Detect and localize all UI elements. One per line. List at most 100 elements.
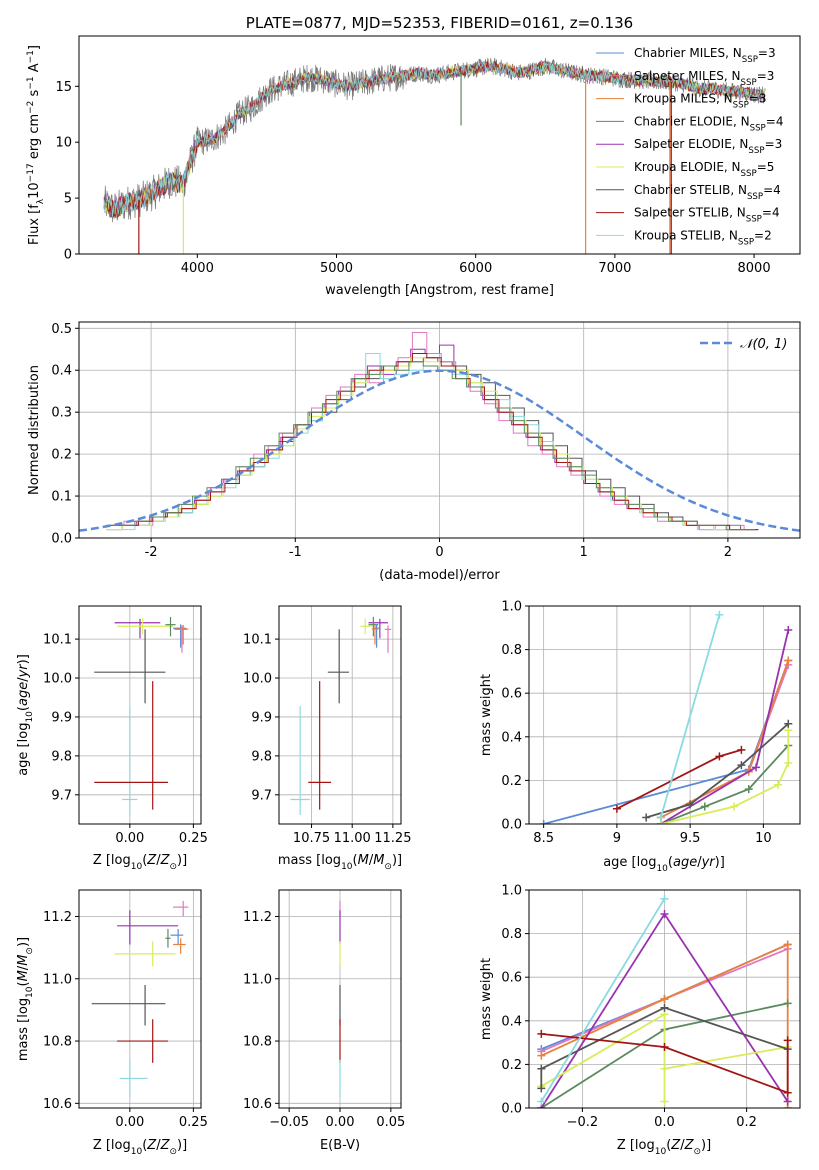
chart-mass_weight_vs_Z: −0.2 0.0 0.2 0.0 0.2 0.4 0.6 0.8 1.0 Z [log10(Z/Z… — [479, 884, 801, 1157]
chart-age_vs_mass: 10.75 11.00 11.25 9.7 9.8 9.9 10.0 10.1 mass [lo… — [243, 605, 411, 872]
chart-mass_vs_ebv: −0.05 0.00 0.05 10.6 10.8 11.0 11.2 E(B-V) — [243, 889, 405, 1153]
chart-residuals: -2 -1 0 1 2 0.0 0.1 0.2 0.3 0.4 0.5 (data-model)/er… — [27, 321, 801, 583]
spectrum-model-line — [103, 60, 765, 217]
weight-point-marker — [642, 813, 651, 822]
x-tick-label: 0.2 — [736, 1115, 757, 1130]
legend-label: Salpeter ELODIE, NSSP=3 — [634, 137, 782, 156]
x-tick-label: 4000 — [181, 261, 214, 276]
legend: Chabrier MILES, NSSP=3 Salpeter MILES, NS… — [596, 46, 783, 247]
y-tick-label: 0.6 — [501, 687, 522, 702]
y-axis-label: Normed distribution — [27, 365, 42, 495]
weight-point-marker — [686, 800, 695, 809]
plot-area — [91, 900, 189, 1098]
y-tick-label: 0.3 — [51, 406, 72, 421]
y-tick-label: 10.0 — [43, 672, 72, 687]
weight-point-marker — [537, 1084, 546, 1093]
weight-series-line — [660, 629, 790, 824]
y-tick-label: 0.2 — [501, 1058, 522, 1073]
errorbar-point — [173, 900, 189, 917]
histogram-series — [106, 353, 755, 531]
x-tick-label: 2 — [724, 545, 732, 560]
errorbar-point — [173, 624, 186, 648]
x-tick-label: 8000 — [738, 261, 771, 276]
weight-series-line — [659, 614, 721, 818]
y-tick-label: 11.0 — [243, 972, 272, 987]
y-tick-label: 10.6 — [243, 1097, 272, 1112]
x-tick-label: -2 — [145, 545, 158, 560]
weight-point-marker — [784, 625, 793, 634]
weight-point-marker — [660, 1064, 669, 1073]
y-tick-label: 1.0 — [501, 884, 522, 899]
y-tick-label: 0.5 — [51, 322, 72, 337]
weight-point-marker — [660, 909, 669, 918]
chart-spectrum: 4000 5000 6000 7000 8000 0 5 10 15 PLATE=0877, MJ… — [26, 14, 801, 298]
weight-series-line — [645, 723, 789, 819]
x-tick-label: -1 — [289, 545, 302, 560]
y-tick-label: 0.2 — [51, 448, 72, 463]
x-tick-label: 5000 — [320, 261, 353, 276]
weight-point-marker — [783, 1097, 792, 1106]
weight-point-marker — [715, 752, 724, 761]
x-tick-label: 0.25 — [179, 1115, 208, 1130]
errorbar-point — [373, 624, 380, 648]
x-axis-label: Z [log10(Z/Z⊙)] — [617, 1138, 711, 1157]
x-tick-label: 9.5 — [680, 831, 701, 846]
plot-area — [537, 894, 792, 1108]
weight-point-marker — [737, 761, 746, 770]
weight-point-marker — [783, 1088, 792, 1097]
x-axis-label: Z [log10(Z/Z⊙)] — [93, 853, 187, 872]
gaussian-curve — [79, 369, 800, 532]
errorbar-point — [384, 625, 392, 653]
weight-point-marker — [656, 813, 665, 822]
weight-point-marker — [700, 802, 709, 811]
weight-point-marker — [784, 656, 793, 665]
weight-point-marker — [783, 940, 792, 949]
y-tick-label: 0.4 — [501, 1014, 522, 1029]
weight-point-marker — [660, 894, 669, 903]
x-tick-label: 0.00 — [115, 1115, 144, 1130]
y-axis-label: mass [log10(M/M⊙)] — [16, 937, 35, 1061]
weight-point-marker — [784, 719, 793, 728]
weight-point-marker — [660, 1097, 669, 1106]
errorbar-point — [165, 928, 171, 948]
y-tick-label: 0.8 — [501, 643, 522, 658]
errorbar-point — [94, 681, 168, 810]
chart-mass_vs_Z: 0.00 0.25 10.6 10.8 11.0 11.2 Z [log10(Z/Z⊙)] m… — [16, 889, 208, 1157]
y-tick-label: 9.9 — [51, 710, 72, 725]
plot-area — [79, 332, 800, 532]
plot-area — [94, 616, 189, 816]
y-tick-label: 9.7 — [51, 788, 72, 803]
axes-frame — [278, 605, 402, 825]
weight-point-marker — [537, 1029, 546, 1038]
plot-area — [539, 610, 793, 824]
weight-point-marker — [744, 785, 753, 794]
histogram-series — [107, 357, 757, 531]
y-axis-label: age [log10(age/yr)] — [16, 654, 35, 776]
chart-age_vs_Z: 0.00 0.25 9.7 9.8 9.9 10.0 10.1 Z [log10(Z/Z⊙)]… — [16, 605, 208, 872]
weight-series-line — [540, 898, 666, 1102]
errorbar-point — [91, 984, 166, 1026]
weight-point-marker — [660, 995, 669, 1003]
errorbar-point — [117, 618, 174, 635]
weight-point-marker — [612, 804, 621, 813]
plot-area — [103, 57, 766, 254]
weight-series-line — [540, 1012, 788, 1102]
weight-point-marker — [752, 763, 761, 772]
x-tick-label: 11.25 — [374, 831, 411, 846]
errorbar-point — [290, 706, 310, 816]
weight-point-marker — [783, 1036, 792, 1045]
x-tick-label: 6000 — [459, 261, 492, 276]
y-tick-label: 10.1 — [43, 633, 72, 648]
errorbar-point — [119, 1059, 148, 1098]
x-tick-label: 9 — [613, 831, 621, 846]
y-axis-label: mass weight — [479, 674, 494, 756]
weight-series-line — [540, 1006, 788, 1089]
weight-point-marker — [730, 802, 739, 811]
axes-frame — [528, 605, 801, 825]
errorbar-point — [371, 625, 379, 645]
weight-point-marker — [737, 745, 746, 754]
y-tick-label: 10.8 — [243, 1035, 272, 1050]
x-tick-label: −0.05 — [269, 1115, 309, 1130]
y-tick-label: 0.0 — [501, 818, 522, 833]
